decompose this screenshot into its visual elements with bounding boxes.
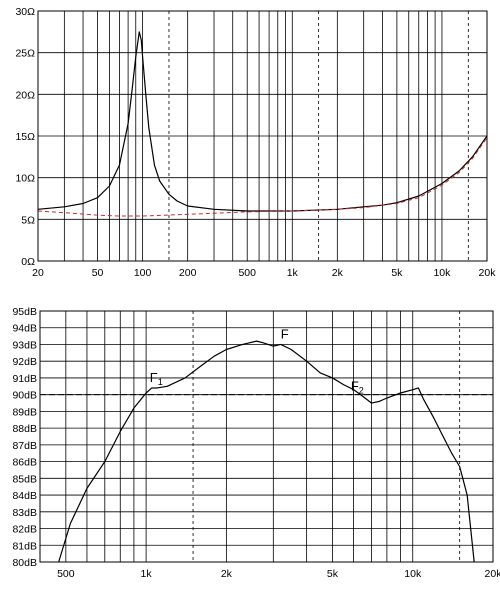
spl-x-tick-label: 1k bbox=[141, 568, 153, 580]
spl-y-tick-label: 84dB bbox=[12, 490, 37, 502]
impedance-x-tick-label: 100 bbox=[134, 267, 152, 279]
impedance-y-tick-label: 5Ω bbox=[21, 214, 35, 226]
spl-y-tick-label: 93dB bbox=[12, 339, 37, 351]
spl-y-tick-label: 94dB bbox=[12, 323, 37, 335]
impedance-series-line-1 bbox=[37, 31, 488, 212]
spl-y-tick-label: 87dB bbox=[12, 440, 37, 452]
impedance-chart: 0Ω 5Ω 10Ω 15Ω 20Ω 25Ω 30Ω 20 50 100 200 500 1k 2k 5k 10… bbox=[15, 6, 496, 279]
spl-y-tick-label: 85dB bbox=[12, 473, 37, 485]
impedance-x-tick-label: 10k bbox=[433, 267, 451, 279]
impedance-x-tick-label: 20 bbox=[32, 267, 44, 279]
impedance-plot-frame bbox=[37, 10, 488, 262]
spl-y-tick-label: 89dB bbox=[12, 406, 37, 418]
spl-y-tick-label: 92dB bbox=[12, 356, 37, 368]
spl-x-tick-label: 20k bbox=[485, 568, 500, 580]
impedance-y-tick-label: 0Ω bbox=[21, 256, 35, 268]
spl-plot-frame bbox=[39, 310, 494, 563]
impedance-series-line-2 bbox=[37, 137, 488, 217]
impedance-x-tick-label: 200 bbox=[179, 267, 197, 279]
spl-annotation-label: F bbox=[281, 326, 289, 341]
spl-y-tick-label: 81dB bbox=[12, 540, 37, 552]
spl-series-line-1 bbox=[58, 340, 475, 563]
spl-chart: 80dB 81dB 82dB 83dB 84dB 85dB 86dB 87dB 88dB 89dB… bbox=[12, 306, 500, 580]
spl-y-tick-label: 86dB bbox=[12, 457, 37, 469]
impedance-x-tick-label: 500 bbox=[238, 267, 256, 279]
impedance-x-tick-label: 2k bbox=[332, 267, 344, 279]
impedance-y-tick-label: 20Ω bbox=[15, 89, 35, 101]
impedance-y-tick-label: 30Ω bbox=[15, 6, 35, 18]
impedance-x-tick-label: 5k bbox=[391, 267, 403, 279]
spl-annotation-label: F2 bbox=[351, 378, 364, 395]
spl-y-tick-label: 80dB bbox=[12, 557, 37, 569]
spl-y-tick-label: 83dB bbox=[12, 507, 37, 519]
impedance-x-tick-label: 1k bbox=[287, 267, 299, 279]
impedance-y-tick-label: 10Ω bbox=[15, 173, 35, 185]
spl-y-tick-label: 88dB bbox=[12, 423, 37, 435]
spl-y-tick-label: 95dB bbox=[12, 306, 37, 318]
spl-y-tick-label: 90dB bbox=[12, 390, 37, 402]
spl-x-tick-label: 5k bbox=[327, 568, 339, 580]
spl-y-tick-label: 91dB bbox=[12, 373, 37, 385]
spl-x-tick-label: 2k bbox=[221, 568, 233, 580]
impedance-y-tick-label: 15Ω bbox=[15, 131, 35, 143]
spl-x-tick-label: 10k bbox=[404, 568, 422, 580]
impedance-y-tick-label: 25Ω bbox=[15, 48, 35, 60]
spl-x-tick-label: 500 bbox=[57, 568, 75, 580]
spl-y-tick-label: 82dB bbox=[12, 524, 37, 536]
spl-annotation-label: F1 bbox=[150, 370, 163, 387]
impedance-x-tick-label: 50 bbox=[92, 267, 104, 279]
impedance-x-tick-label: 20k bbox=[479, 267, 497, 279]
